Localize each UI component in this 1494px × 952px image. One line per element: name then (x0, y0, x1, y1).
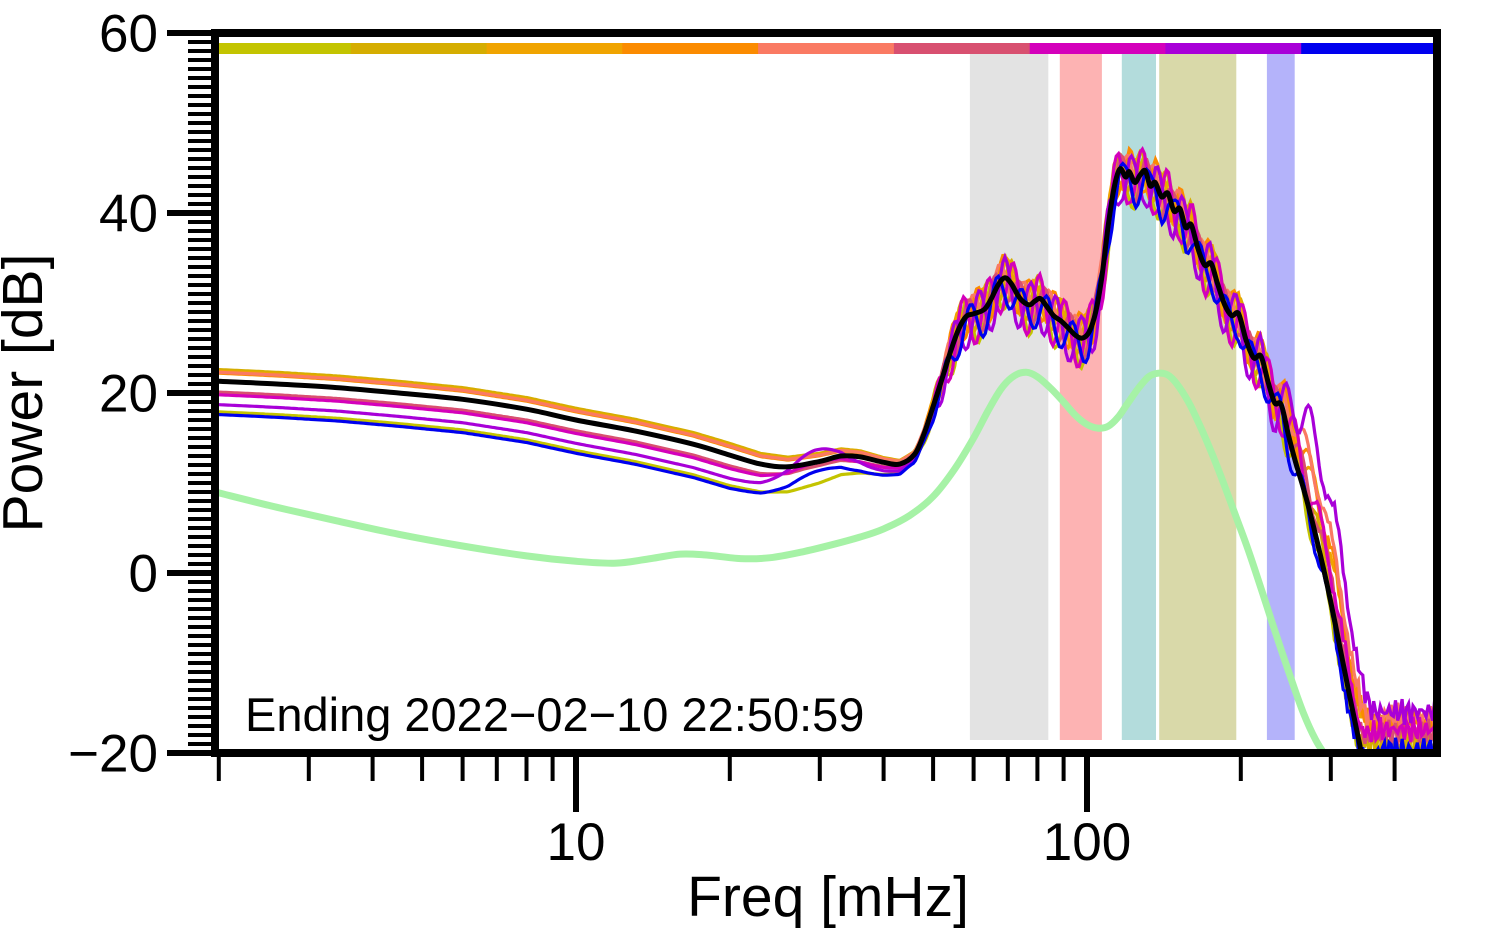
y-axis-title: Power [dB] (0, 254, 55, 533)
y-tick-label: 20 (99, 365, 158, 424)
segment-bar-swatch-3 (486, 43, 623, 54)
band-gray (969, 53, 1049, 740)
band-pink (1059, 53, 1102, 740)
segment-bar-swatch-1 (215, 43, 352, 54)
curve-segment-4 (215, 145, 1437, 734)
psd-curves (215, 145, 1437, 753)
y-tick-label: 40 (99, 185, 158, 244)
x-axis-title: Freq [mHz] (687, 865, 969, 929)
segment-bar-swatch-6 (893, 43, 1031, 54)
segment-bar-swatch-2 (350, 43, 488, 54)
curve-segment-8 (215, 152, 1437, 726)
x-tick-label: 100 (1043, 813, 1131, 872)
band-khaki (1159, 53, 1237, 740)
y-tick-label: 0 (129, 545, 158, 604)
y-tick-label: 60 (99, 5, 158, 64)
ending-annotation: Ending 2022−02−10 22:50:59 (245, 688, 864, 741)
segment-bar-swatch-7 (1029, 43, 1166, 54)
segment-bar-swatch-9 (1301, 43, 1438, 54)
curve-segment-7 (215, 146, 1437, 744)
curve-low-noise-model (215, 368, 1329, 753)
axes: 60 40 20 0 −20 10 100 (68, 5, 1441, 872)
curve-mean-psd (216, 166, 1365, 753)
segment-color-bar (215, 43, 1438, 54)
segment-bar-swatch-8 (1165, 43, 1302, 54)
x-tick-label: 10 (547, 813, 606, 872)
segment-bar-swatch-4 (622, 43, 759, 54)
y-tick-label: −20 (68, 725, 158, 784)
curve-segment-9 (215, 161, 1437, 753)
plot-frame (211, 29, 1441, 757)
curve-segment-5 (215, 153, 1437, 732)
segment-bar-swatch-5 (758, 43, 895, 54)
